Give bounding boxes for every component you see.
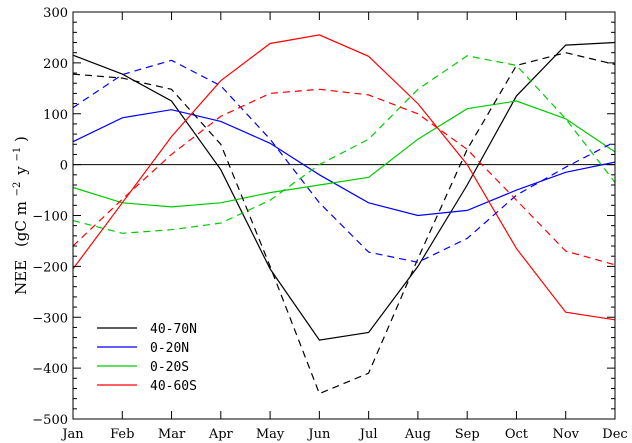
x-tick-label: Dec	[602, 427, 627, 442]
x-tick-label: May	[256, 427, 285, 442]
y-tick-label: 300	[43, 6, 68, 21]
y-axis-title-main: NEE	[12, 260, 30, 295]
y-axis-title-exp1: −2	[12, 182, 23, 197]
axis-layer: −500 −400 −300 −200 −100 0 100 200 300 Jan Feb Mar A…	[32, 6, 627, 442]
legend-label: 0-20S	[150, 360, 189, 375]
x-tick-label: Mar	[158, 427, 186, 442]
x-tick-label: Jun	[306, 427, 331, 442]
plot-frame	[72, 11, 616, 420]
y-tick-label: −200	[32, 260, 68, 275]
x-tick-label: Jan	[60, 427, 84, 442]
x-tick-label: Aug	[404, 427, 431, 442]
x-tick-label: Jul	[358, 427, 378, 442]
y-tick-label: −100	[32, 210, 68, 225]
y-tick-label: 200	[43, 57, 68, 72]
legend-label: 40-70N	[150, 322, 197, 337]
series-line-solid-0000ff	[72, 109, 616, 217]
series-line-solid-00cc00	[72, 100, 616, 208]
y-axis-title-exp2: −1	[12, 147, 23, 162]
x-tick-label: Nov	[552, 427, 579, 442]
x-tick-label: Sep	[455, 427, 480, 442]
x-tick-label: Apr	[208, 427, 234, 442]
series-line-dashed-ff0000	[72, 88, 616, 266]
series-line-dashed-0000ff	[72, 59, 616, 263]
y-axis-title-unit-mid: y	[12, 166, 30, 176]
series-line-dashed-000000	[72, 52, 616, 395]
legend-label: 40-60S	[150, 379, 197, 394]
legend-label: 0-20N	[150, 341, 189, 356]
series-line-solid-ff0000	[72, 34, 616, 321]
y-tick-label: 100	[43, 108, 68, 123]
series-line-solid-000000	[72, 41, 616, 341]
y-tick-label: −500	[32, 413, 68, 428]
x-tick-label: Feb	[110, 427, 134, 442]
series-line-dashed-00cc00	[72, 55, 616, 234]
x-tick-label: Oct	[505, 427, 529, 442]
legend: 40-70N 0-20N 0-20S 40-60S	[97, 322, 197, 394]
y-axis-title: NEE (gC m −2 y −1 )	[6, 136, 30, 295]
y-axis-title-unit-suffix: )	[12, 136, 30, 142]
y-tick-label: −300	[32, 311, 68, 326]
series-layer	[72, 34, 616, 395]
y-axis-title-unit-prefix: (gC m	[12, 201, 30, 247]
y-tick-label: −400	[32, 362, 68, 377]
y-tick-label: 0	[60, 159, 68, 174]
